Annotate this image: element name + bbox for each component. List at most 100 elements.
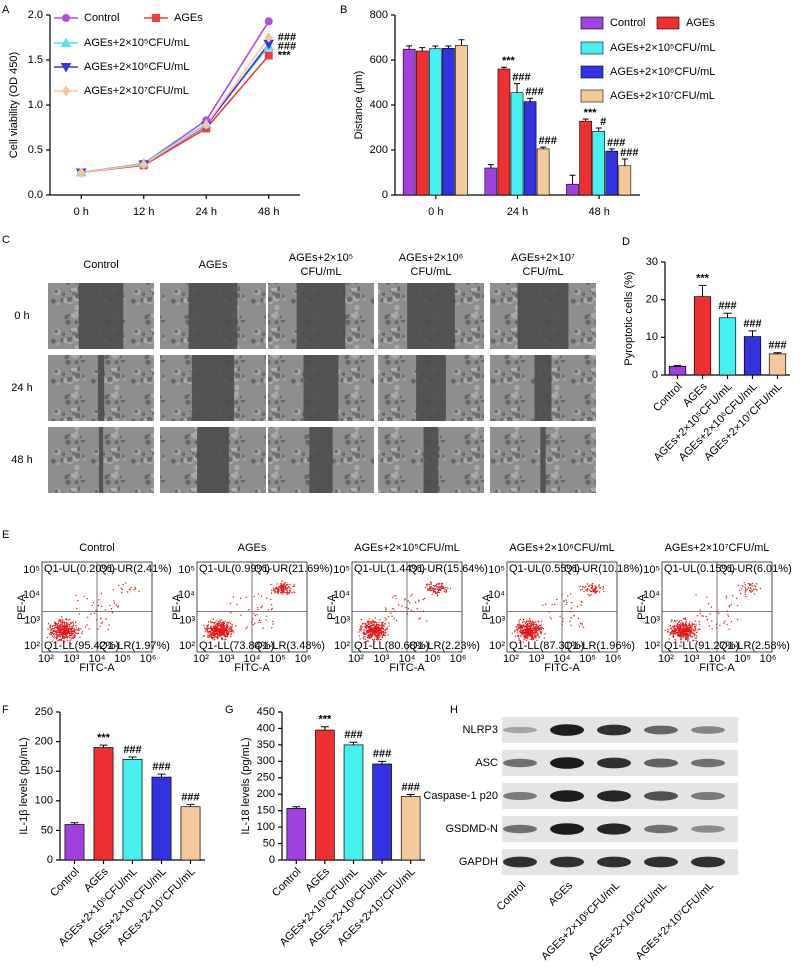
event-dot bbox=[260, 621, 262, 623]
event-dot bbox=[744, 593, 747, 596]
event-dot bbox=[74, 631, 76, 634]
event-dot bbox=[287, 587, 289, 589]
event-dot bbox=[286, 593, 289, 595]
event-dot bbox=[57, 631, 59, 633]
significance: ### bbox=[607, 137, 625, 149]
wound-gap bbox=[534, 355, 552, 421]
event-dot bbox=[697, 629, 699, 631]
event-dot bbox=[688, 627, 690, 629]
error-bar bbox=[500, 66, 507, 69]
event-dot bbox=[589, 589, 591, 591]
event-dot bbox=[724, 620, 726, 622]
event-dot bbox=[71, 621, 73, 624]
event-dot bbox=[365, 633, 368, 635]
y-tick-label: 50 bbox=[41, 824, 53, 836]
event-dot bbox=[730, 603, 732, 606]
bar bbox=[579, 120, 592, 196]
event-dot bbox=[595, 588, 597, 590]
event-dot bbox=[246, 626, 248, 628]
event-dot bbox=[755, 583, 758, 585]
event-dot bbox=[221, 619, 223, 621]
event-dot bbox=[602, 586, 604, 588]
event-dot bbox=[223, 630, 225, 632]
event-dot bbox=[428, 587, 431, 590]
event-dot bbox=[522, 630, 524, 632]
event-dot bbox=[111, 611, 114, 614]
bar bbox=[768, 353, 787, 376]
event-dot bbox=[530, 631, 533, 634]
event-dot bbox=[530, 620, 532, 622]
x-tick-label: 48 h bbox=[588, 206, 609, 218]
event-dot bbox=[693, 623, 696, 625]
bar bbox=[428, 48, 442, 196]
event-dot bbox=[220, 633, 222, 636]
event-dot bbox=[381, 631, 383, 634]
event-dot bbox=[528, 627, 530, 630]
event-dot bbox=[695, 624, 697, 626]
event-dot bbox=[404, 599, 406, 601]
legend-swatch bbox=[580, 41, 604, 55]
event-dot bbox=[379, 624, 381, 626]
event-dot bbox=[563, 600, 565, 603]
event-dot bbox=[524, 637, 527, 639]
event-dot bbox=[371, 628, 373, 630]
error-bar bbox=[99, 744, 108, 748]
significance: *** bbox=[696, 272, 710, 284]
panel-letter: B bbox=[340, 4, 347, 16]
column-header: AGEs+2×10⁶ bbox=[399, 252, 463, 264]
y-tick-label: 50 bbox=[263, 837, 275, 849]
event-dot bbox=[84, 626, 87, 628]
event-dot bbox=[683, 625, 686, 627]
event-dot bbox=[71, 627, 74, 629]
x-tick-label: 10⁵ bbox=[114, 653, 131, 665]
quadrant-label: Q1-LL(87.31%) bbox=[509, 640, 584, 652]
event-dot bbox=[537, 626, 540, 628]
event-dot bbox=[226, 623, 228, 625]
event-dot bbox=[687, 640, 689, 642]
event-dot bbox=[368, 635, 370, 637]
significance: ### bbox=[525, 86, 543, 98]
event-dot bbox=[680, 626, 682, 628]
event-dot bbox=[359, 638, 361, 640]
event-dot bbox=[369, 631, 372, 633]
event-dot bbox=[210, 621, 212, 624]
event-dot bbox=[673, 626, 675, 629]
event-dot bbox=[229, 635, 232, 638]
event-dot bbox=[530, 633, 532, 635]
x-tick-label: 10² bbox=[503, 653, 519, 665]
event-dot bbox=[579, 622, 582, 625]
event-dot bbox=[224, 625, 226, 627]
event-dot bbox=[742, 585, 744, 587]
y-tick-label: 10⁵ bbox=[643, 564, 660, 576]
event-dot bbox=[440, 582, 443, 585]
event-dot bbox=[531, 636, 534, 638]
event-dot bbox=[526, 636, 528, 639]
significance: *** bbox=[318, 714, 332, 726]
event-dot bbox=[686, 626, 688, 628]
event-dot bbox=[538, 621, 540, 623]
quadrant-label: Q1-LR(1.96%) bbox=[564, 640, 635, 652]
event-dot bbox=[427, 583, 429, 585]
event-dot bbox=[265, 619, 267, 621]
event-dot bbox=[565, 603, 567, 606]
event-dot bbox=[287, 583, 289, 586]
event-dot bbox=[372, 638, 374, 640]
event-dot bbox=[280, 583, 282, 585]
event-dot bbox=[91, 604, 93, 607]
event-dot bbox=[225, 628, 227, 631]
event-dot bbox=[56, 640, 59, 642]
event-dot bbox=[682, 623, 684, 626]
wound-gap bbox=[188, 283, 238, 349]
event-dot bbox=[438, 589, 440, 591]
quadrant-label: Q1-LR(3.48%) bbox=[254, 640, 325, 652]
event-dot bbox=[51, 625, 54, 628]
event-dot bbox=[229, 626, 231, 628]
event-dot bbox=[679, 633, 681, 636]
event-dot bbox=[232, 631, 235, 633]
legend-label: Control bbox=[84, 12, 119, 24]
event-dot bbox=[677, 628, 680, 631]
band bbox=[550, 757, 584, 769]
event-dot bbox=[676, 619, 678, 622]
event-dot bbox=[523, 639, 525, 641]
event-dot bbox=[47, 628, 49, 630]
